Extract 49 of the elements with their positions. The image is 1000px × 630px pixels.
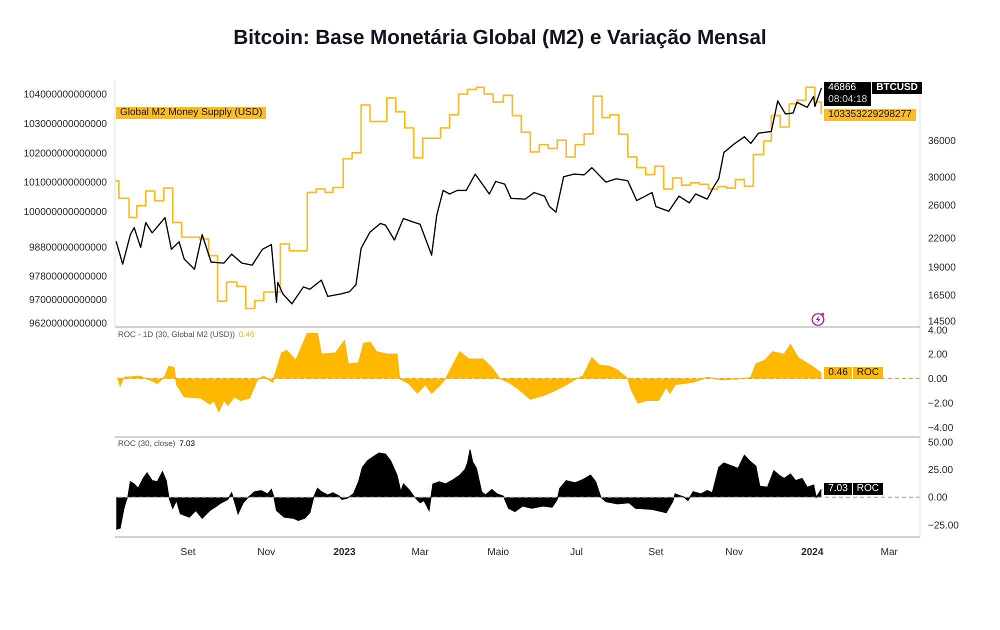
y-tick-label: 96200000000000 <box>29 318 108 330</box>
y-tick-label: 104000000000000 <box>24 90 108 101</box>
y-tick-label: 50.00 <box>928 437 954 448</box>
y-tick-label: 98800000000000 <box>29 242 108 254</box>
x-tick-label: Mar <box>411 547 430 558</box>
y-tick-label: 102000000000000 <box>24 148 108 160</box>
y2-tick-label: 14500 <box>928 316 956 328</box>
x-tick-label: 2023 <box>333 547 356 558</box>
y-tick-label: 0.00 <box>928 374 948 386</box>
x-tick-label: Jul <box>570 547 583 558</box>
y-tick-label: 0.00 <box>928 492 948 504</box>
y-tick-label: 97000000000000 <box>29 295 108 306</box>
y-tick-label: 103000000000000 <box>24 118 108 130</box>
x-tick-label: Nov <box>257 547 276 558</box>
y-tick-label: 4.00 <box>928 325 948 336</box>
x-tick-label: Maio <box>487 547 510 558</box>
data-label: 103353229298277 <box>828 109 912 122</box>
legend-label: ROC <box>856 483 879 494</box>
legend-label: BTCUSD <box>876 82 918 94</box>
x-tick-label: Set <box>180 547 196 558</box>
text: 7.03 <box>179 439 195 448</box>
y-tick-label: 25.00 <box>928 465 954 476</box>
y-tick-label: 101000000000000 <box>24 178 108 189</box>
y-tick-label: −2.00 <box>928 398 954 410</box>
y-tick-label: 97800000000000 <box>29 272 108 283</box>
y-tick-label: −25.00 <box>928 520 960 532</box>
chart-title: Bitcoin: Base Monetária Global (M2) e Variação Mensal <box>233 26 767 49</box>
y2-tick-label: 26000 <box>928 200 956 212</box>
text: Global M2 Money Supply (USD) <box>120 107 262 118</box>
x-tick-label: 2024 <box>801 547 824 558</box>
x-tick-label: Nov <box>725 547 744 558</box>
chart-title: ROC (30, close) <box>118 439 176 448</box>
legend-label: ROC <box>856 366 879 378</box>
y2-tick-label: 16500 <box>928 290 956 302</box>
y2-tick-label: 19000 <box>928 262 956 274</box>
annotation: 08:04:18 <box>828 94 868 106</box>
data-label: 7.03 <box>828 483 848 496</box>
x-tick-label: Mar <box>880 547 899 558</box>
data-label: 46866 <box>828 82 858 94</box>
text: 0.46 <box>238 330 254 339</box>
y2-tick-label: 22000 <box>928 234 956 245</box>
chart-title: ROC - 1D (30, Global M2 (USD)) <box>118 330 235 339</box>
y2-tick-label: 30000 <box>928 172 956 184</box>
data-label: 0.46 <box>828 366 848 379</box>
y-tick-label: 2.00 <box>928 350 948 361</box>
x-tick-label: Set <box>648 547 664 558</box>
y2-tick-label: 36000 <box>928 136 956 148</box>
y-tick-label: 100000000000000 <box>24 207 108 218</box>
y-tick-label: −4.00 <box>928 422 954 434</box>
